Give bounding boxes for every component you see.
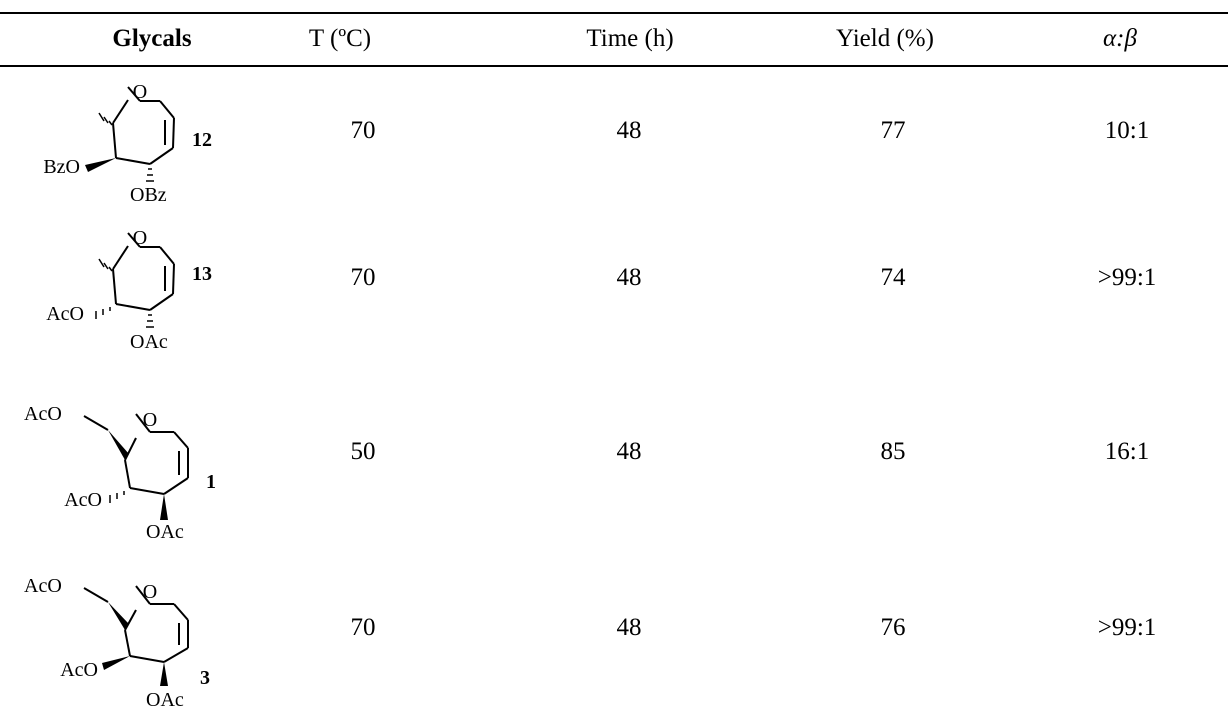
svg-text:1: 1 <box>206 471 216 493</box>
temperature-cell: 50 <box>350 438 376 465</box>
svg-text:13: 13 <box>192 263 212 285</box>
ratio-cell: >99:1 <box>1097 614 1157 641</box>
svg-text:AcO: AcO <box>46 303 84 325</box>
yield-cell: 76 <box>880 614 906 641</box>
svg-text:12: 12 <box>192 129 212 151</box>
ratio-cell: 10:1 <box>1104 117 1150 144</box>
svg-text:AcO: AcO <box>24 575 62 597</box>
header-glycals: Glycals <box>112 25 192 52</box>
structure-compound-12: O BzO OBz 12 <box>18 66 278 216</box>
structure-compound-3: AcO O AcO OAc 3 <box>18 552 278 712</box>
yield-cell: 85 <box>880 438 906 465</box>
svg-text:OBz: OBz <box>130 184 167 206</box>
table-header-rule <box>0 65 1228 67</box>
svg-text:OAc: OAc <box>146 521 184 543</box>
time-cell: 48 <box>616 117 642 144</box>
yield-cell: 77 <box>880 117 906 144</box>
svg-text:AcO: AcO <box>60 659 98 681</box>
table-top-rule <box>0 12 1228 14</box>
svg-text:O: O <box>143 409 157 431</box>
svg-text:OAc: OAc <box>130 331 168 353</box>
header-time: Time (h) <box>586 25 674 52</box>
temperature-cell: 70 <box>350 264 376 291</box>
svg-text:OAc: OAc <box>146 689 184 711</box>
ratio-cell: 16:1 <box>1104 438 1150 465</box>
header-alpha-beta-ratio: α:β <box>1103 25 1137 52</box>
structure-compound-1: AcO O AcO OAc 1 <box>18 378 278 543</box>
time-cell: 48 <box>616 438 642 465</box>
temperature-cell: 70 <box>350 117 376 144</box>
svg-text:AcO: AcO <box>64 489 102 511</box>
temperature-cell: 70 <box>350 614 376 641</box>
header-yield: Yield (%) <box>836 25 934 52</box>
time-cell: 48 <box>616 264 642 291</box>
ratio-cell: >99:1 <box>1097 264 1157 291</box>
structure-compound-13: O AcO OAc 13 <box>18 212 278 362</box>
time-cell: 48 <box>616 614 642 641</box>
svg-text:O: O <box>133 227 147 249</box>
svg-text:BzO: BzO <box>43 156 80 178</box>
header-temperature: T (ºC) <box>308 25 372 52</box>
svg-text:3: 3 <box>200 667 210 689</box>
svg-text:O: O <box>143 581 157 603</box>
yield-cell: 74 <box>880 264 906 291</box>
svg-text:AcO: AcO <box>24 403 62 425</box>
svg-text:O: O <box>133 81 147 103</box>
